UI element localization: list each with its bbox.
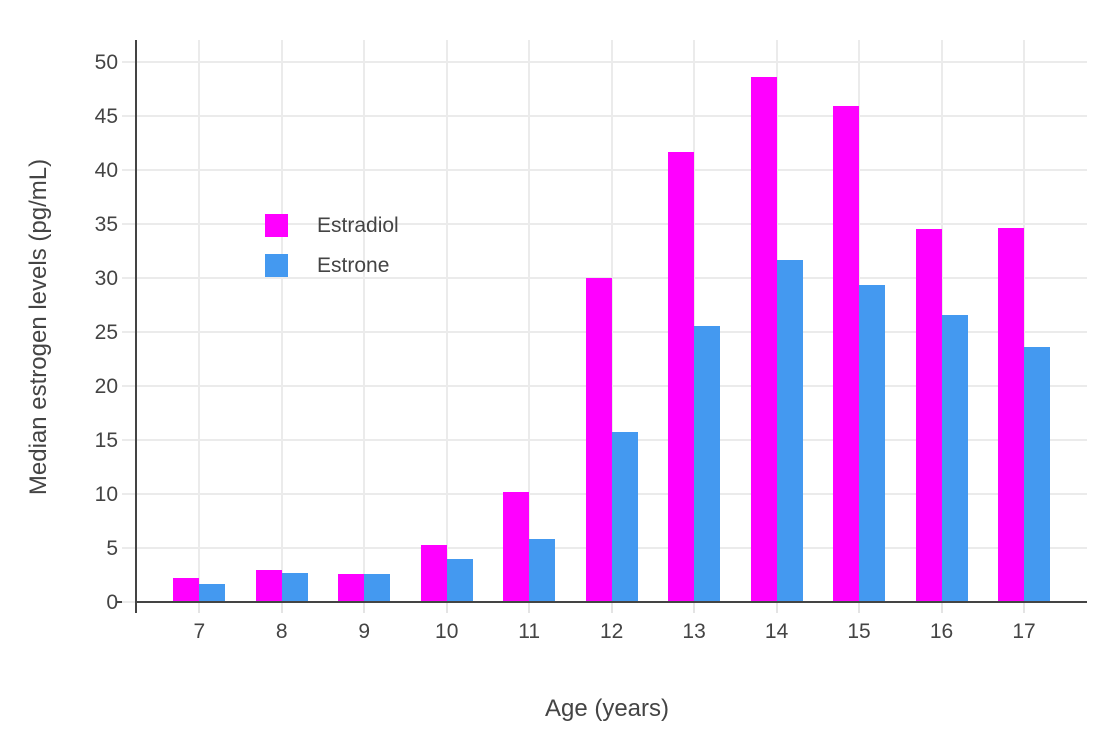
- y-tick-label-35: 35: [94, 212, 118, 236]
- x-tick-label-14: 14: [764, 620, 789, 643]
- gridline-x-17: [1023, 40, 1025, 602]
- x-tick-mark: [445, 603, 448, 613]
- y-axis-line: [135, 40, 137, 613]
- x-axis-line: [117, 601, 1087, 603]
- x-tick-label-12: 12: [599, 620, 624, 643]
- y-tick-label-25: 25: [94, 320, 118, 344]
- x-axis-title: Age (years): [544, 695, 670, 722]
- estrone-swatch-icon: [265, 254, 288, 277]
- y-tick-mark: [122, 330, 135, 333]
- x-tick-mark: [610, 603, 613, 613]
- bar-estradiol-age-8[interactable]: [255, 570, 282, 602]
- y-axis-title: Median estrogen levels (pg/mL): [25, 158, 52, 496]
- bar-estradiol-age-11[interactable]: [503, 492, 530, 602]
- legend-item-estradiol[interactable]: Estradiol: [265, 214, 399, 237]
- gridline-x-12: [610, 40, 613, 602]
- gridline-x-11: [528, 40, 531, 602]
- bar-estrone-age-11[interactable]: [529, 539, 556, 602]
- gridline-x-13: [693, 40, 696, 602]
- y-tick-label-20: 20: [94, 374, 118, 398]
- bar-estrone-age-8[interactable]: [281, 573, 308, 602]
- bar-estrone-age-15[interactable]: [859, 285, 886, 602]
- bar-estradiol-age-10[interactable]: [420, 545, 447, 602]
- x-tick-mark: [1023, 603, 1025, 613]
- y-tick-mark: [122, 168, 135, 171]
- x-tick-mark: [775, 603, 778, 613]
- y-tick-label-0: 0: [106, 591, 118, 614]
- x-tick-label-9: 9: [358, 620, 371, 643]
- bar-estrone-age-17[interactable]: [1024, 347, 1050, 602]
- estradiol-swatch-icon: [265, 214, 288, 237]
- y-tick-label-5: 5: [106, 536, 118, 560]
- x-tick-label-7: 7: [193, 620, 206, 643]
- y-tick-mark: [122, 60, 135, 63]
- bar-estradiol-age-9[interactable]: [338, 574, 365, 602]
- y-tick-mark: [122, 222, 135, 225]
- y-tick-mark: [122, 601, 135, 603]
- x-tick-label-17: 17: [1012, 620, 1036, 643]
- y-tick-label-50: 50: [94, 50, 118, 74]
- x-tick-mark: [858, 603, 861, 613]
- gridline-x-7: [198, 40, 201, 602]
- y-tick-label-45: 45: [94, 104, 118, 128]
- bar-estradiol-age-16[interactable]: [915, 229, 942, 602]
- legend: Estradiol Estrone: [265, 214, 399, 294]
- bar-estrone-age-13[interactable]: [694, 326, 721, 602]
- plot-area: [137, 40, 1087, 602]
- bar-estradiol-age-12[interactable]: [585, 278, 612, 602]
- bar-estrone-age-14[interactable]: [776, 260, 803, 602]
- bar-estrone-age-12[interactable]: [611, 432, 638, 602]
- y-tick-label-30: 30: [94, 266, 118, 290]
- x-tick-label-8: 8: [275, 620, 288, 643]
- bar-estrone-age-7[interactable]: [199, 584, 226, 602]
- x-tick-label-11: 11: [518, 620, 541, 643]
- bar-estradiol-age-13[interactable]: [668, 152, 695, 602]
- x-tick-label-16: 16: [929, 620, 954, 643]
- y-tick-label-40: 40: [94, 158, 118, 182]
- x-tick-mark: [528, 603, 531, 613]
- x-tick-mark: [363, 603, 366, 613]
- legend-label: Estradiol: [317, 213, 399, 237]
- legend-item-estrone[interactable]: Estrone: [265, 254, 399, 277]
- gridline-x-10: [445, 40, 448, 602]
- gridline-x-9: [363, 40, 366, 602]
- x-tick-label-13: 13: [682, 620, 706, 643]
- bar-estradiol-age-14[interactable]: [750, 77, 777, 602]
- bar-estrone-age-9[interactable]: [364, 574, 391, 602]
- bar-estradiol-age-15[interactable]: [833, 106, 860, 602]
- x-tick-mark: [198, 603, 201, 613]
- y-tick-mark: [122, 384, 135, 387]
- x-tick-mark: [280, 603, 283, 613]
- bar-estrone-age-10[interactable]: [446, 559, 473, 602]
- x-tick-mark: [693, 603, 696, 613]
- y-tick-label-15: 15: [94, 428, 118, 452]
- x-tick-mark: [940, 603, 943, 613]
- bar-estradiol-age-17[interactable]: [998, 228, 1024, 602]
- y-tick-mark: [122, 438, 135, 441]
- gridline-x-8: [280, 40, 283, 602]
- y-tick-mark: [122, 276, 135, 279]
- bar-estradiol-age-7[interactable]: [173, 578, 200, 602]
- y-tick-mark: [122, 492, 135, 495]
- y-tick-mark: [122, 546, 135, 549]
- x-tick-label-15: 15: [847, 620, 871, 643]
- x-tick-label-10: 10: [435, 620, 459, 643]
- y-tick-mark: [122, 114, 135, 117]
- legend-label: Estrone: [317, 253, 390, 277]
- y-tick-label-10: 10: [94, 482, 118, 506]
- bar-estrone-age-16[interactable]: [941, 315, 968, 602]
